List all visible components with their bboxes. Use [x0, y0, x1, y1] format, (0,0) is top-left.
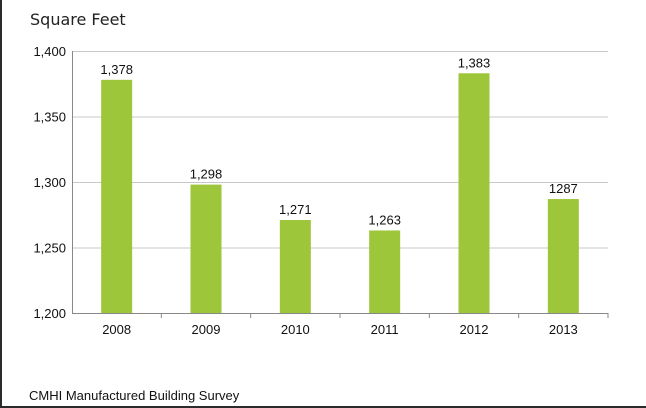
bars	[101, 73, 579, 314]
y-tick-label: 1,350	[33, 110, 66, 125]
chart-title: Square Feet	[30, 10, 126, 29]
y-tick-labels: 1,200 1,250 1,300 1,350 1,400	[33, 44, 66, 321]
x-tick-label: 2012	[460, 322, 489, 337]
x-tick-label: 2013	[549, 322, 578, 337]
x-tick-label: 2008	[102, 322, 131, 337]
y-tick-label: 1,200	[33, 306, 66, 321]
y-tick-label: 1,300	[33, 175, 66, 190]
x-tick-label: 2011	[371, 322, 399, 337]
data-label: 1,271	[279, 202, 312, 217]
y-tick-label: 1,250	[33, 241, 66, 256]
x-tick-label: 2009	[192, 322, 221, 337]
bar-2008	[101, 79, 133, 313]
data-label: 1,298	[190, 167, 223, 182]
bar-2009	[190, 184, 222, 313]
data-label: 1287	[549, 181, 578, 196]
gridlines	[72, 51, 608, 249]
data-label: 1,378	[100, 62, 133, 77]
source-note: CMHI Manufactured Building Survey	[29, 388, 240, 403]
data-label: 1,383	[458, 55, 491, 70]
data-labels: 1,378 1,298 1,271 1,263 1,383 1287	[100, 55, 577, 227]
data-label: 1,263	[368, 212, 401, 227]
x-tick-label: 2010	[281, 322, 310, 337]
bar-2010	[279, 219, 311, 313]
bar-2011	[369, 230, 401, 313]
y-tick-label: 1,400	[33, 44, 66, 59]
x-tick-labels: 2008 2009 2010 2011 2012 2013	[102, 313, 609, 337]
bar-2012	[458, 73, 490, 314]
bar-2013	[547, 199, 579, 313]
